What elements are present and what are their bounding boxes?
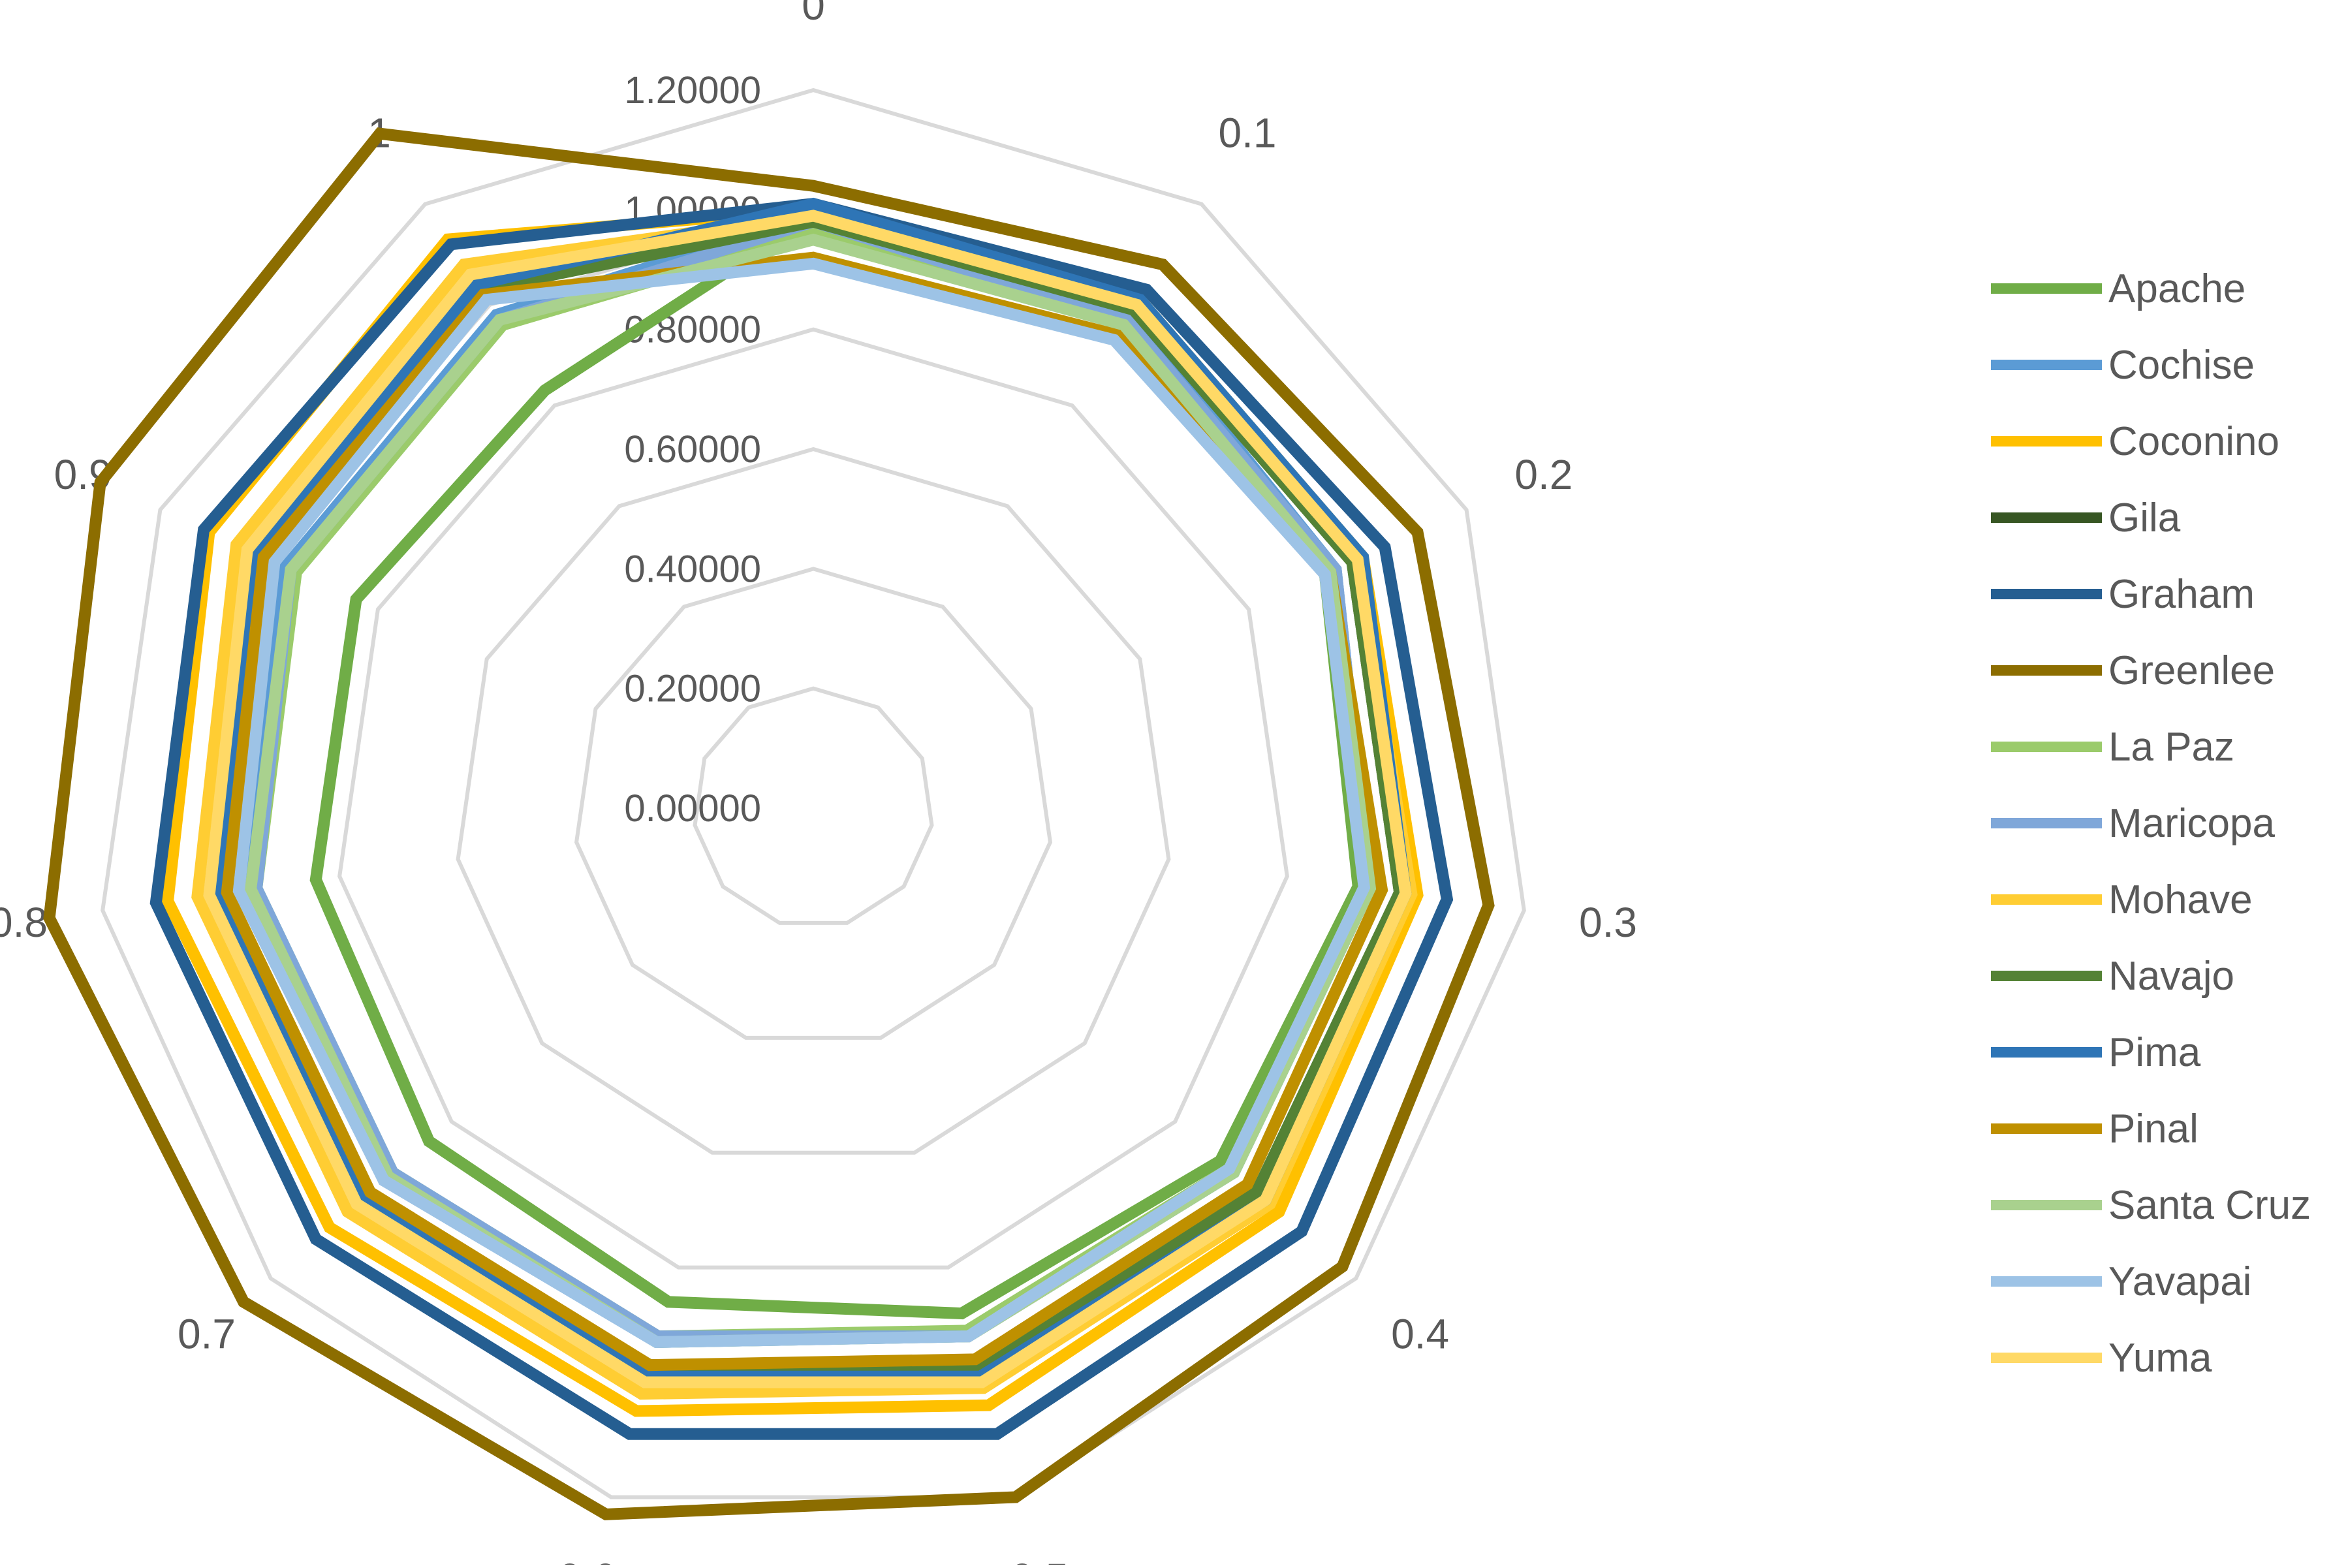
- legend-label-13: Yavapai: [2108, 1259, 2251, 1304]
- legend-label-11: Pinal: [2108, 1106, 2198, 1152]
- category-label-6: 0.6: [558, 1555, 616, 1565]
- category-label-0: 0: [802, 0, 825, 29]
- grid-ring-1: [693, 686, 934, 925]
- grid-ring-4: [337, 327, 1289, 1270]
- legend: Apache Cochise Coconino Gila Graham Greenlee L…: [1991, 266, 2311, 1381]
- series-line-graham: [149, 198, 1454, 1440]
- legend-label-2: Coconino: [2108, 419, 2279, 464]
- legend-label-3: Gila: [2108, 495, 2181, 541]
- tick-label-6: 1.20000: [624, 69, 761, 112]
- series-line-greenlee: [43, 127, 1495, 1520]
- legend-label-8: Mohave: [2108, 877, 2253, 922]
- legend-label-7: Maricopa: [2108, 801, 2276, 846]
- legend-label-5: Greenlee: [2108, 648, 2275, 693]
- category-label-3: 0.3: [1579, 899, 1637, 946]
- tick-label-0: 0.00000: [624, 787, 761, 830]
- series-line-yuma: [203, 210, 1412, 1388]
- grid-ring-6: [101, 87, 1526, 1499]
- tick-label-1: 0.20000: [624, 668, 761, 710]
- tick-label-2: 0.40000: [624, 548, 761, 590]
- grid-ring-2: [574, 567, 1053, 1040]
- series-line-yavapai: [232, 257, 1371, 1349]
- legend-label-12: Santa Cruz: [2108, 1183, 2311, 1228]
- category-label-4: 0.4: [1391, 1310, 1449, 1357]
- legend-label-1: Cochise: [2108, 343, 2255, 388]
- tick-label-3: 0.60000: [624, 428, 761, 471]
- category-label-2: 0.2: [1514, 451, 1572, 498]
- legend-label-9: Navajo: [2108, 954, 2234, 999]
- legend-label-0: Apache: [2108, 266, 2245, 311]
- legend-label-10: Pima: [2108, 1030, 2201, 1075]
- legend-label-6: La Paz: [2108, 725, 2234, 770]
- legend-label-14: Yuma: [2108, 1336, 2212, 1381]
- legend-label-4: Graham: [2108, 572, 2255, 617]
- category-label-5: 0.5: [1010, 1555, 1069, 1565]
- grid-ring-3: [456, 447, 1171, 1155]
- category-label-1: 0.1: [1219, 109, 1277, 156]
- series-lines: [43, 127, 1495, 1520]
- category-label-8: 0.8: [0, 899, 48, 946]
- category-label-7: 0.7: [178, 1310, 236, 1357]
